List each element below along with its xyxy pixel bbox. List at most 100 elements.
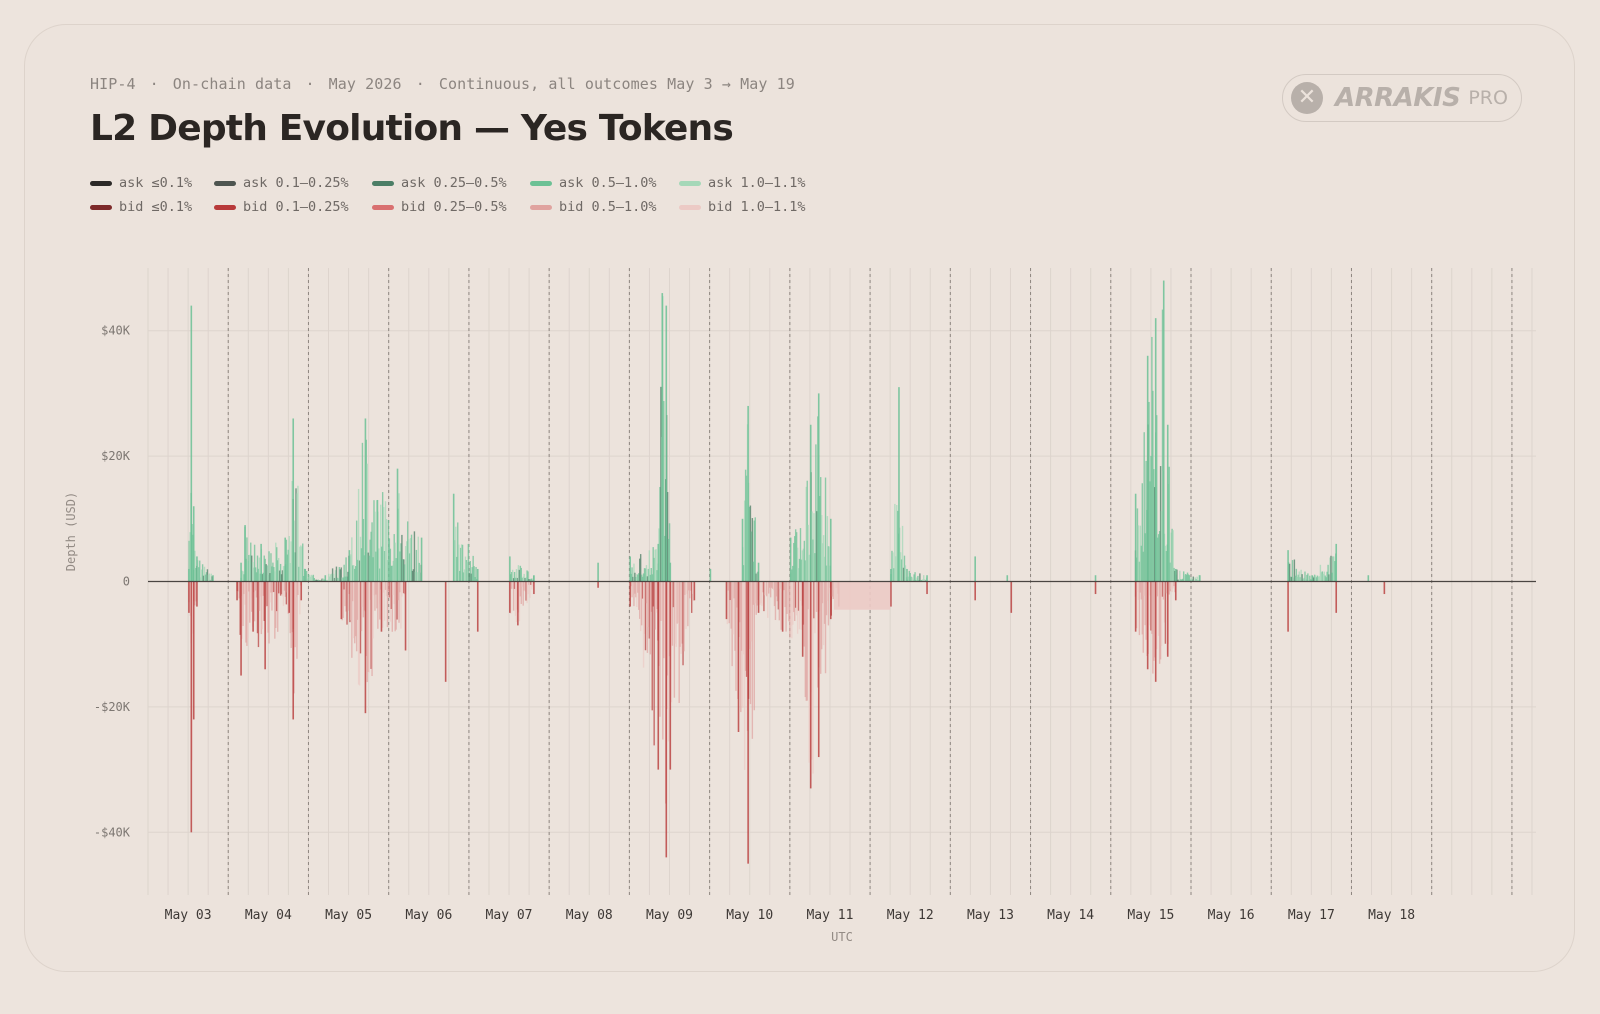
ask-depth-bar [799,528,802,582]
ask-depth-bar [511,569,514,582]
bid-plateau-block [833,581,891,610]
ask-depth-bar [1176,569,1178,582]
bid-depth-bar [646,581,649,653]
bid-depth-bar [732,581,734,635]
ask-depth-bar [389,548,392,582]
bid-depth-bar [639,581,641,619]
ask-depth-bar [362,518,365,582]
ask-depth-bar [290,541,292,582]
ask-depth-bar [276,547,278,582]
x-tick-label: May 08 [566,908,613,923]
legend-item[interactable]: bid 0.5–1.0% [530,199,679,215]
ask-depth-bar [916,577,918,582]
ask-peak-bar [192,506,195,582]
ask-peak-bar [817,393,820,582]
ask-depth-bar [251,562,254,582]
ask-depth-bar [1312,577,1315,582]
ask-depth-bar [321,578,323,582]
bid-depth-bar [689,581,691,599]
bid-peak-bar [188,581,190,613]
bid-depth-bar [659,581,661,717]
ask-depth-bar [1297,574,1299,582]
bid-depth-bar [344,581,346,607]
bid-depth-bar [246,581,248,646]
legend-item[interactable]: bid 0.1–0.25% [214,199,372,215]
ask-depth-bar [329,576,331,582]
ask-depth-bar [917,575,919,582]
ask-depth-bar [816,511,818,582]
legend-item[interactable]: bid 0.25–0.5% [372,199,530,215]
ask-depth-bar [650,568,652,582]
ask-depth-bar [1329,557,1331,582]
bid-depth-bar [1151,581,1153,634]
bid-depth-bar [649,581,652,655]
bid-depth-bar [239,581,241,635]
ask-depth-bar [1154,487,1156,582]
ask-depth-bar [794,536,796,582]
bid-depth-bar [249,581,251,623]
bid-depth-bar [358,581,361,686]
legend-item[interactable]: ask ≤0.1% [90,175,214,191]
bid-depth-bar [794,581,797,608]
bid-depth-bar [825,581,828,616]
ask-depth-bar [820,477,822,582]
bid-depth-bar [518,581,521,622]
y-tick-label: $40K [101,324,131,338]
x-tick-label: May 07 [486,908,533,923]
ask-depth-bar [801,550,804,582]
bid-depth-bar [366,581,368,683]
bid-depth-bar [1154,581,1156,658]
ask-depth-bar [457,522,459,582]
ask-peak-bar [452,493,455,582]
bid-depth-bar [812,581,814,774]
bid-depth-bar [360,581,363,632]
ask-depth-bar [346,576,348,582]
ask-depth-bar [372,557,374,582]
bid-depth-bar [740,581,742,713]
ask-depth-bar [417,536,419,582]
ask-depth-bar [649,574,652,582]
bid-depth-bar [238,581,240,599]
bid-depth-bar [630,581,632,587]
bid-depth-bar [260,581,263,635]
bid-peak-bar [757,581,760,613]
bid-depth-bar [297,581,299,595]
ask-depth-bar [392,560,394,582]
ask-depth-bar [459,547,462,582]
bid-depth-bar [262,581,264,596]
ask-depth-bar [895,556,897,582]
bid-depth-bar [750,581,753,642]
ask-depth-bar [475,567,477,582]
ask-depth-bar [743,500,746,582]
legend-item[interactable]: ask 0.5–1.0% [530,175,679,191]
ask-depth-bar [267,574,269,582]
legend-item[interactable]: bid 1.0–1.1% [679,199,819,215]
bid-depth-bar [290,581,292,648]
ask-depth-bar [367,552,369,582]
ask-depth-bar [1182,578,1184,582]
ask-depth-bar [923,575,925,582]
ask-depth-bar [656,570,658,582]
bid-depth-bar [755,581,757,615]
ask-depth-bar [526,570,528,582]
ask-depth-bar [387,520,390,582]
ask-peak-bar [396,468,399,582]
ask-depth-bar [820,515,823,582]
y-tick-label: $20K [101,449,131,463]
ask-depth-bar [197,560,199,582]
ask-depth-bar [273,567,275,582]
meta-separator: · [415,75,425,93]
legend-label: ask 0.1–0.25% [243,175,349,191]
ask-depth-bar [288,535,290,582]
ask-depth-bar [646,576,649,582]
legend-item[interactable]: ask 0.1–0.25% [214,175,372,191]
legend-item[interactable]: ask 1.0–1.1% [679,175,819,191]
ask-depth-bar [1289,576,1292,582]
legend-item[interactable]: bid ≤0.1% [90,199,214,215]
legend-item[interactable]: ask 0.25–0.5% [372,175,530,191]
ask-depth-bar [314,579,316,582]
ask-depth-bar [1177,579,1179,582]
arrakis-pro-logo[interactable]: ✕ ARRAKIS PRO [1282,74,1522,122]
ask-depth-bar [1150,455,1152,582]
bid-depth-bar [670,581,673,703]
